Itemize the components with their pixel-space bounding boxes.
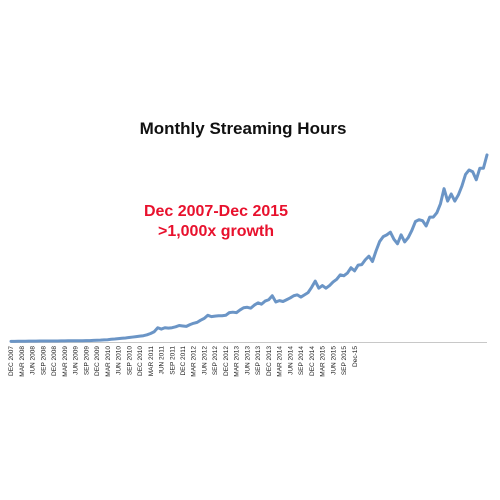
x-tick-label: MAR 2008 — [19, 346, 26, 377]
x-tick-label: DEC 2010 — [137, 346, 144, 376]
x-tick-label: JUN 2014 — [287, 346, 294, 375]
x-tick-label: DEC 2011 — [180, 346, 187, 376]
x-tick-label: DEC 2012 — [223, 346, 230, 376]
chart-title: Monthly Streaming Hours — [140, 119, 347, 138]
x-tick-label: JUN 2013 — [244, 346, 251, 375]
x-tick-label: DEC 2007 — [8, 346, 15, 376]
x-tick-label: JUN 2009 — [73, 346, 80, 375]
x-tick-label: SEP 2009 — [83, 346, 90, 376]
x-tick-label: SEP 2012 — [212, 346, 219, 376]
x-tick-label: SEP 2013 — [255, 346, 262, 376]
x-tick-label: JUN 2012 — [201, 346, 208, 375]
x-tick-label: MAR 2009 — [62, 346, 69, 377]
x-tick-label: MAR 2010 — [105, 346, 112, 377]
series-line — [9, 153, 489, 343]
x-tick-label: MAR 2013 — [234, 346, 241, 377]
x-tick-label: SEP 2010 — [126, 346, 133, 376]
x-tick-label: JUN 2010 — [116, 346, 123, 375]
x-tick-label: SEP 2011 — [169, 346, 176, 375]
x-tick-label: JUN 2008 — [30, 346, 37, 375]
x-axis-tick-labels: DEC 2007 MAR 2008 JUN 2008 SEP 2008 DEC 2008… — [8, 346, 359, 377]
chart-annotation-line-1: Dec 2007-Dec 2015 — [144, 203, 288, 220]
x-tick-label: SEP 2008 — [40, 346, 47, 376]
x-tick-label: DEC 2013 — [266, 346, 273, 376]
x-tick-label: Dec-15 — [352, 346, 359, 367]
x-tick-label: DEC 2008 — [51, 346, 58, 376]
x-tick-label: SEP 2015 — [341, 346, 348, 376]
x-tick-label: SEP 2014 — [298, 346, 305, 376]
x-tick-label: DEC 2009 — [94, 346, 101, 376]
x-tick-label: MAR 2014 — [277, 346, 284, 377]
x-tick-label: JUN 2015 — [330, 346, 337, 375]
x-tick-label: MAR 2012 — [191, 346, 198, 377]
x-tick-label: JUN 2011 — [159, 346, 166, 375]
chart-annotation-line-2: >1,000x growth — [158, 223, 274, 240]
x-tick-label: DEC 2014 — [309, 346, 316, 376]
x-tick-label: MAR 2015 — [320, 346, 327, 377]
x-tick-label: MAR 2011 — [148, 346, 155, 377]
